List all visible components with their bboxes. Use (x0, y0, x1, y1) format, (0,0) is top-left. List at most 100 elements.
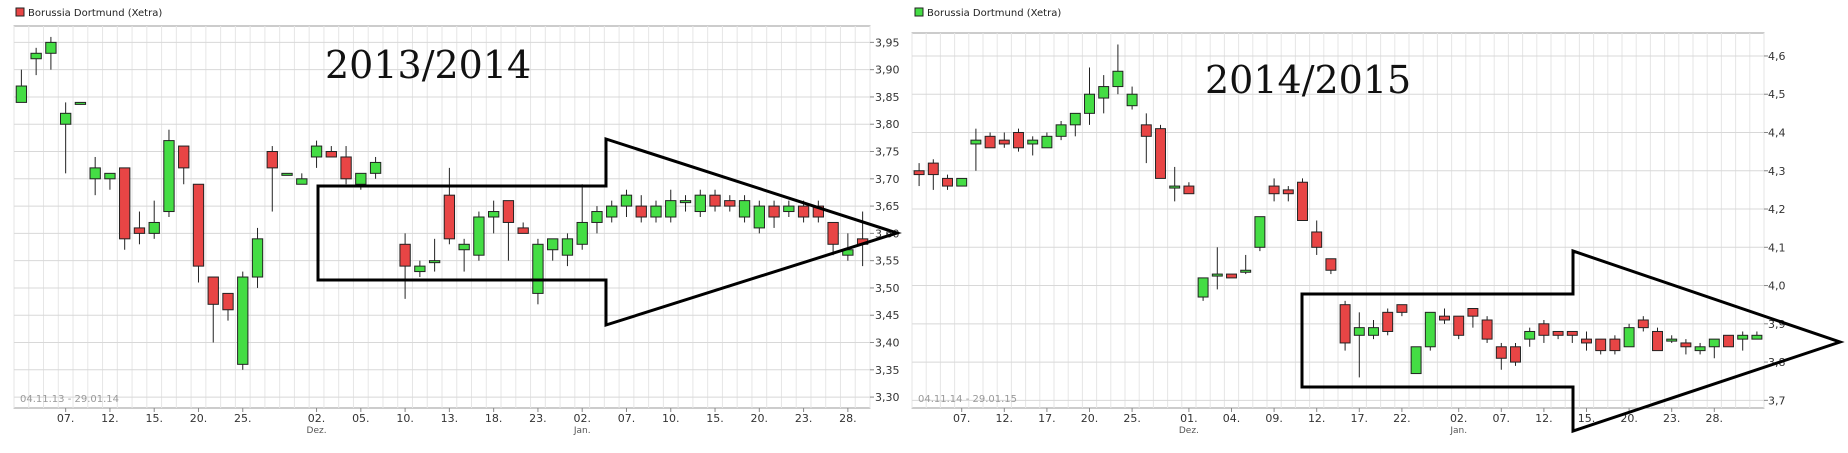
y-tick-label: 3,75 (875, 146, 900, 159)
candle-body (148, 221, 160, 234)
candle-body (1297, 181, 1308, 221)
candle-body (694, 194, 706, 213)
y-tick-label: 3,90 (875, 64, 900, 77)
candle-body (443, 194, 456, 240)
candle-body (635, 205, 647, 218)
candle-body (1481, 319, 1493, 340)
candle-body (15, 85, 28, 103)
candle-body (1737, 334, 1749, 340)
x-tick-label: 17. (1038, 412, 1056, 425)
candle-body (502, 200, 515, 223)
candle-body (251, 238, 264, 278)
candle-body (1538, 323, 1550, 336)
y-tick-label: 3,7 (1768, 394, 1786, 407)
candle-body (709, 194, 721, 207)
x-tick-label: 28. (839, 412, 857, 425)
candle-body (1254, 216, 1266, 248)
candle-body (768, 205, 780, 218)
x-tick-sublabel: Dez. (307, 426, 327, 436)
candle-body (1609, 338, 1621, 352)
candle-body (369, 161, 382, 174)
candle-body (1467, 308, 1479, 317)
trend-arrow (1300, 248, 1845, 434)
candle-body (281, 172, 293, 176)
candle-body (956, 177, 968, 187)
season-watermark: 2013/2014 (325, 43, 531, 87)
y-tick-label: 4,5 (1768, 88, 1786, 101)
x-tick-label: 02. (308, 412, 326, 425)
chart-panel-2: 4,64,54,44,34,24,14,03,93,83,707. 12. 17. 2… (911, 7, 1845, 436)
candle-body (310, 145, 323, 158)
candle-body (665, 200, 677, 218)
candle-body (89, 167, 101, 180)
candle-body (414, 265, 426, 273)
candle-body (296, 178, 308, 185)
x-tick-label: 09. (1265, 412, 1283, 425)
y-tick-label: 3,85 (875, 91, 900, 104)
candle-body (942, 177, 953, 187)
candle-body (192, 183, 205, 267)
x-tick-label: 15. (1578, 412, 1596, 425)
x-tick-label: 07. (57, 412, 75, 425)
candle-body (998, 139, 1010, 145)
candle-body (532, 243, 544, 294)
y-tick-label: 3,35 (875, 364, 900, 377)
x-tick-label: 25. (234, 412, 252, 425)
candle-body (1510, 346, 1521, 363)
candle-body (458, 243, 470, 251)
candle-body (724, 200, 736, 207)
candle-body (1382, 311, 1394, 332)
candle-body (650, 205, 662, 218)
x-tick-label: 20. (190, 412, 208, 425)
candle-body (1595, 338, 1607, 352)
x-tick-label: 23. (529, 412, 547, 425)
x-tick-label: 28. (1706, 412, 1724, 425)
candle-body (984, 135, 996, 149)
x-tick-label: 12. (1308, 412, 1326, 425)
candle-body (753, 205, 765, 229)
candle-body (1708, 338, 1720, 348)
y-tick-label: 3,70 (875, 173, 900, 186)
candle-body (1197, 277, 1209, 298)
candle-body (547, 238, 559, 251)
x-tick-label: 17. (1351, 412, 1369, 425)
candle-body (1183, 185, 1195, 195)
legend-label: Borussia Dortmund (Xetra) (28, 8, 162, 19)
candle-body (576, 221, 588, 245)
candle-body (1581, 338, 1592, 344)
x-tick-label: 23. (1663, 412, 1681, 425)
y-tick-label: 4,1 (1768, 241, 1786, 254)
candle-body (1495, 346, 1507, 359)
x-tick-label: 13. (441, 412, 459, 425)
x-tick-label: 07. (1493, 412, 1511, 425)
candle-body (119, 167, 131, 240)
candle-body (163, 140, 175, 213)
candle-body (237, 276, 249, 365)
candle-body (428, 260, 441, 264)
candle-body (1666, 338, 1678, 342)
y-tick-label: 4,2 (1768, 203, 1786, 216)
candle-body (1339, 304, 1351, 344)
x-tick-label: 15. (706, 412, 724, 425)
candle-body (1751, 334, 1763, 340)
candle-body (1084, 93, 1095, 114)
candle-body (355, 172, 367, 185)
candle-body (591, 211, 603, 223)
candle-body (1069, 112, 1081, 126)
x-tick-label: 10. (662, 412, 680, 425)
candle-body (1013, 131, 1024, 149)
y-tick-label: 3,45 (875, 309, 900, 322)
candle-body (45, 41, 57, 54)
candle-body (1623, 327, 1635, 348)
candle-body (133, 227, 146, 234)
y-tick-label: 3,30 (875, 391, 900, 404)
candle-body (1552, 330, 1564, 336)
candle-body (1524, 330, 1536, 340)
x-tick-sublabel: Jan. (1449, 426, 1467, 436)
x-tick-label: 04. (1223, 412, 1241, 425)
candle-body (266, 151, 278, 169)
candle-body (1282, 189, 1294, 195)
chart-panel-1: 3,953,903,853,803,753,703,653,603,553,50… (13, 7, 902, 436)
candle-body (927, 162, 939, 176)
